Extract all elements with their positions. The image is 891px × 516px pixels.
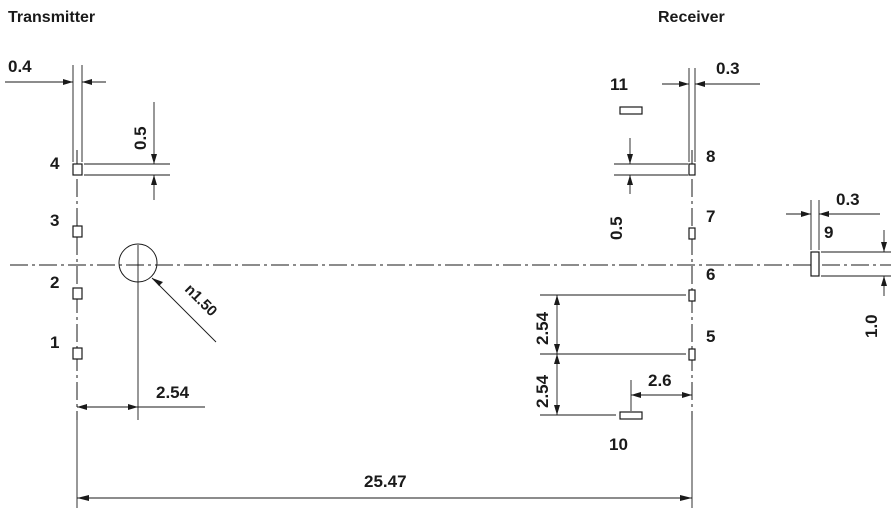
hole-diameter-label: n1.50 — [181, 281, 220, 320]
pin-label-7: 7 — [706, 207, 715, 226]
pin-label-3: 3 — [50, 211, 59, 230]
dim-pitch-upper-arrow-bottom — [554, 344, 560, 354]
pin-label-4: 4 — [50, 154, 60, 173]
dim-0-3-rx-arrow-left — [679, 81, 689, 87]
transmitter-pad-4 — [72, 163, 83, 176]
hole-diameter-arrow — [152, 278, 163, 286]
receiver-pad-7 — [688, 227, 696, 240]
dim-2-6-arrow-right — [682, 392, 692, 398]
dim-pad9-width-arrow-right — [819, 211, 829, 217]
receiver-pad-10 — [619, 411, 643, 420]
receiver-pad-11 — [619, 106, 643, 115]
pin-label-9: 9 — [824, 223, 833, 242]
dim-0-5-rx-label: 0.5 — [607, 216, 626, 240]
dim-0-5-rx-arrow-top — [627, 154, 633, 164]
pin-label-6: 6 — [706, 265, 715, 284]
transmitter-pad-1 — [72, 347, 83, 360]
pin-label-8: 8 — [706, 147, 715, 166]
dim-hole-offset-arrow-right — [128, 404, 138, 410]
receiver-pad-6 — [688, 289, 696, 302]
dim-pad9-width-label: 0.3 — [836, 190, 860, 209]
dim-0-5-tx-label: 0.5 — [131, 126, 150, 150]
pin-label-2: 2 — [50, 273, 59, 292]
transmitter-pad-3 — [72, 225, 83, 238]
receiver-title: Receiver — [658, 9, 725, 26]
dim-hole-offset-arrow-left — [77, 404, 87, 410]
dim-span-arrow-right — [680, 495, 692, 501]
pin-label-5: 5 — [706, 327, 715, 346]
dim-pitch-lower-arrow-top — [554, 354, 560, 364]
dim-2-6-label: 2.6 — [648, 371, 672, 390]
transmitter-pad-2 — [72, 287, 83, 300]
dim-pad9-height-arrow-bottom — [881, 276, 887, 286]
dim-0-4-label: 0.4 — [8, 57, 32, 76]
dim-pad9-height-label: 1.0 — [862, 314, 881, 338]
receiver-pad-8 — [688, 163, 696, 176]
pin-label-11: 11 — [610, 75, 628, 94]
dim-0-5-tx-arrow-bottom — [151, 175, 157, 185]
pin-label-10: 10 — [609, 435, 628, 454]
hole-diameter-leader — [151, 277, 217, 343]
dim-0-4-arrow-right — [82, 79, 92, 85]
dim-0-3-rx-label: 0.3 — [716, 59, 740, 78]
dim-pad9-height-arrow-top — [881, 242, 887, 252]
dim-pad9-width-arrow-left — [801, 211, 811, 217]
dim-pitch-upper-label: 2.54 — [533, 311, 552, 345]
receiver-pad-9 — [810, 251, 820, 277]
dim-pitch-lower-label: 2.54 — [533, 374, 552, 408]
dim-0-3-rx-arrow-right — [695, 81, 705, 87]
dim-pitch-lower-arrow-bottom — [554, 405, 560, 415]
dim-span-label: 25.47 — [364, 472, 407, 491]
dim-0-4-arrow-left — [63, 79, 73, 85]
receiver-pad-5 — [688, 348, 696, 361]
dim-0-5-tx-arrow-top — [151, 154, 157, 164]
dim-0-5-rx-arrow-bottom — [627, 175, 633, 185]
dim-hole-offset-label: 2.54 — [156, 383, 190, 402]
pin-label-1: 1 — [50, 333, 59, 352]
dim-pitch-upper-arrow-top — [554, 295, 560, 305]
dim-span-arrow-left — [77, 495, 89, 501]
transmitter-title: Transmitter — [8, 9, 95, 26]
dim-2-6-arrow-left — [631, 392, 641, 398]
